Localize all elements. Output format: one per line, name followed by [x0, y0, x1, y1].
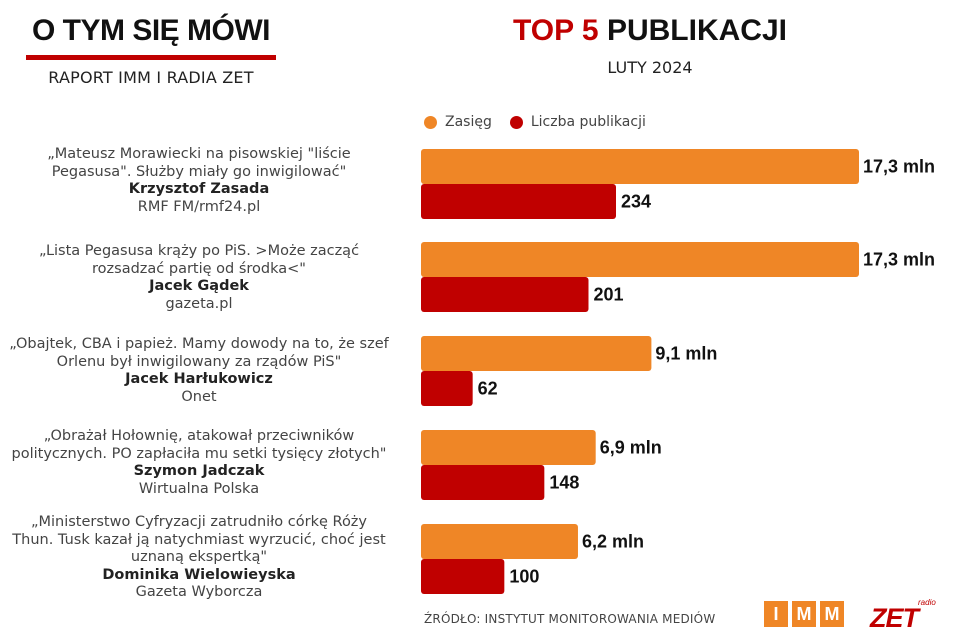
headline-line: rozsadzać partię od środka<"	[92, 260, 306, 277]
headline-line: „Obrażał Hołownię, atakował przeciwników	[43, 428, 355, 444]
publication-entry: „Mateusz Morawiecki na pisowskiej "liści…	[0, 146, 398, 216]
data-label-publication-count: 100	[509, 566, 539, 586]
legend: Zasięg Liczba publikacji	[424, 114, 646, 130]
publication-entry: „Ministerstwo Cyfryzacji zatrudniło córk…	[0, 514, 398, 602]
bar-reach	[421, 336, 652, 371]
headline-line: Pegasusa". Służby miały go inwigilować"	[51, 163, 347, 180]
data-label-reach: 9,1 mln	[655, 343, 717, 363]
legend-label-count: Liczba publikacji	[530, 114, 646, 130]
legend-swatch-count	[509, 115, 523, 129]
outlet-name: RMF FM/rmf24.pl	[137, 198, 261, 215]
legend-item-reach: Zasięg	[424, 114, 492, 130]
author-name: Jacek Harłukowicz	[125, 371, 273, 387]
bar-reach	[421, 524, 578, 559]
brand-title-underline	[26, 55, 276, 60]
headline-line: „Mateusz Morawiecki na pisowskiej "liści…	[47, 146, 351, 162]
imm-logo-letter: M	[792, 601, 816, 627]
data-label-reach: 6,9 mln	[600, 437, 662, 457]
bar-publication-count	[421, 559, 505, 594]
data-label-reach: 6,2 mln	[582, 531, 644, 551]
chart-subtitle: LUTY 2024	[607, 58, 693, 77]
author-name: Szymon Jadczak	[133, 463, 265, 479]
chart-title-accent: TOP 5	[513, 14, 599, 47]
headline-line: „Lista Pegasusa krąży po PiS. >Może zacz…	[38, 243, 360, 259]
author-name: Dominika Wielowieyska	[102, 566, 296, 583]
chart-title: TOP 5 PUBLIKACJI	[440, 14, 860, 48]
radio-zet-logo: radio ZET	[869, 598, 936, 632]
data-label-publication-count: 148	[549, 472, 579, 492]
outlet-name: Gazeta Wyborcza	[135, 584, 263, 600]
radio-zet-logo-small: radio	[918, 598, 936, 607]
bar-reach	[421, 430, 596, 465]
bar-reach	[421, 242, 859, 277]
headline-line: „Ministerstwo Cyfryzacji zatrudniło córk…	[30, 514, 368, 530]
headline-line: uznaną ekspertką"	[130, 549, 268, 565]
data-label-reach: 17,3 mln	[863, 156, 935, 176]
headline-line: „Obajtek, CBA i papież. Mamy dowody na t…	[9, 336, 389, 352]
imm-logo-letter: I	[764, 601, 788, 627]
publication-entry: „Obajtek, CBA i papież. Mamy dowody na t…	[0, 336, 398, 406]
imm-logo-letter: M	[820, 601, 844, 627]
chart-title-rest: PUBLIKACJI	[606, 14, 787, 47]
brand-subtitle: RAPORT IMM I RADIA ZET	[48, 68, 254, 87]
data-label-publication-count: 234	[621, 191, 651, 211]
headline-line: Orlenu był inwigilowany za rządów PiS"	[56, 353, 342, 370]
legend-item-count: Liczba publikacji	[509, 114, 646, 130]
bar-publication-count	[421, 371, 473, 406]
headline-line: Thun. Tusk kazał ją natychmiast wyrzucić…	[12, 531, 386, 548]
publication-entry: „Lista Pegasusa krąży po PiS. >Może zacz…	[0, 243, 398, 313]
headline-line: politycznych. PO zapłaciła mu setki tysi…	[11, 445, 387, 462]
publication-entry: „Obrażał Hołownię, atakował przeciwników…	[0, 428, 398, 498]
imm-logo: I M M	[764, 601, 844, 627]
outlet-name: Wirtualna Polska	[138, 480, 260, 497]
radio-zet-logo-word: ZET	[869, 603, 922, 632]
legend-swatch-reach	[424, 115, 437, 129]
data-label-publication-count: 62	[478, 378, 498, 398]
data-label-publication-count: 201	[594, 284, 624, 304]
brand-title: O TYM SIĘ MÓWI	[32, 14, 271, 47]
source-note: ŹRÓDŁO: INSTYTUT MONITOROWANIA MEDIÓW	[424, 612, 716, 626]
author-name: Krzysztof Zasada	[128, 181, 270, 197]
legend-label-reach: Zasięg	[445, 114, 492, 130]
bar-reach	[421, 149, 859, 184]
bar-publication-count	[421, 465, 545, 500]
outlet-name: gazeta.pl	[165, 295, 233, 312]
author-name: Jacek Gądek	[149, 278, 249, 294]
outlet-name: Onet	[181, 388, 217, 405]
data-label-reach: 17,3 mln	[863, 249, 935, 269]
bar-publication-count	[421, 184, 616, 219]
bar-publication-count	[421, 277, 589, 312]
